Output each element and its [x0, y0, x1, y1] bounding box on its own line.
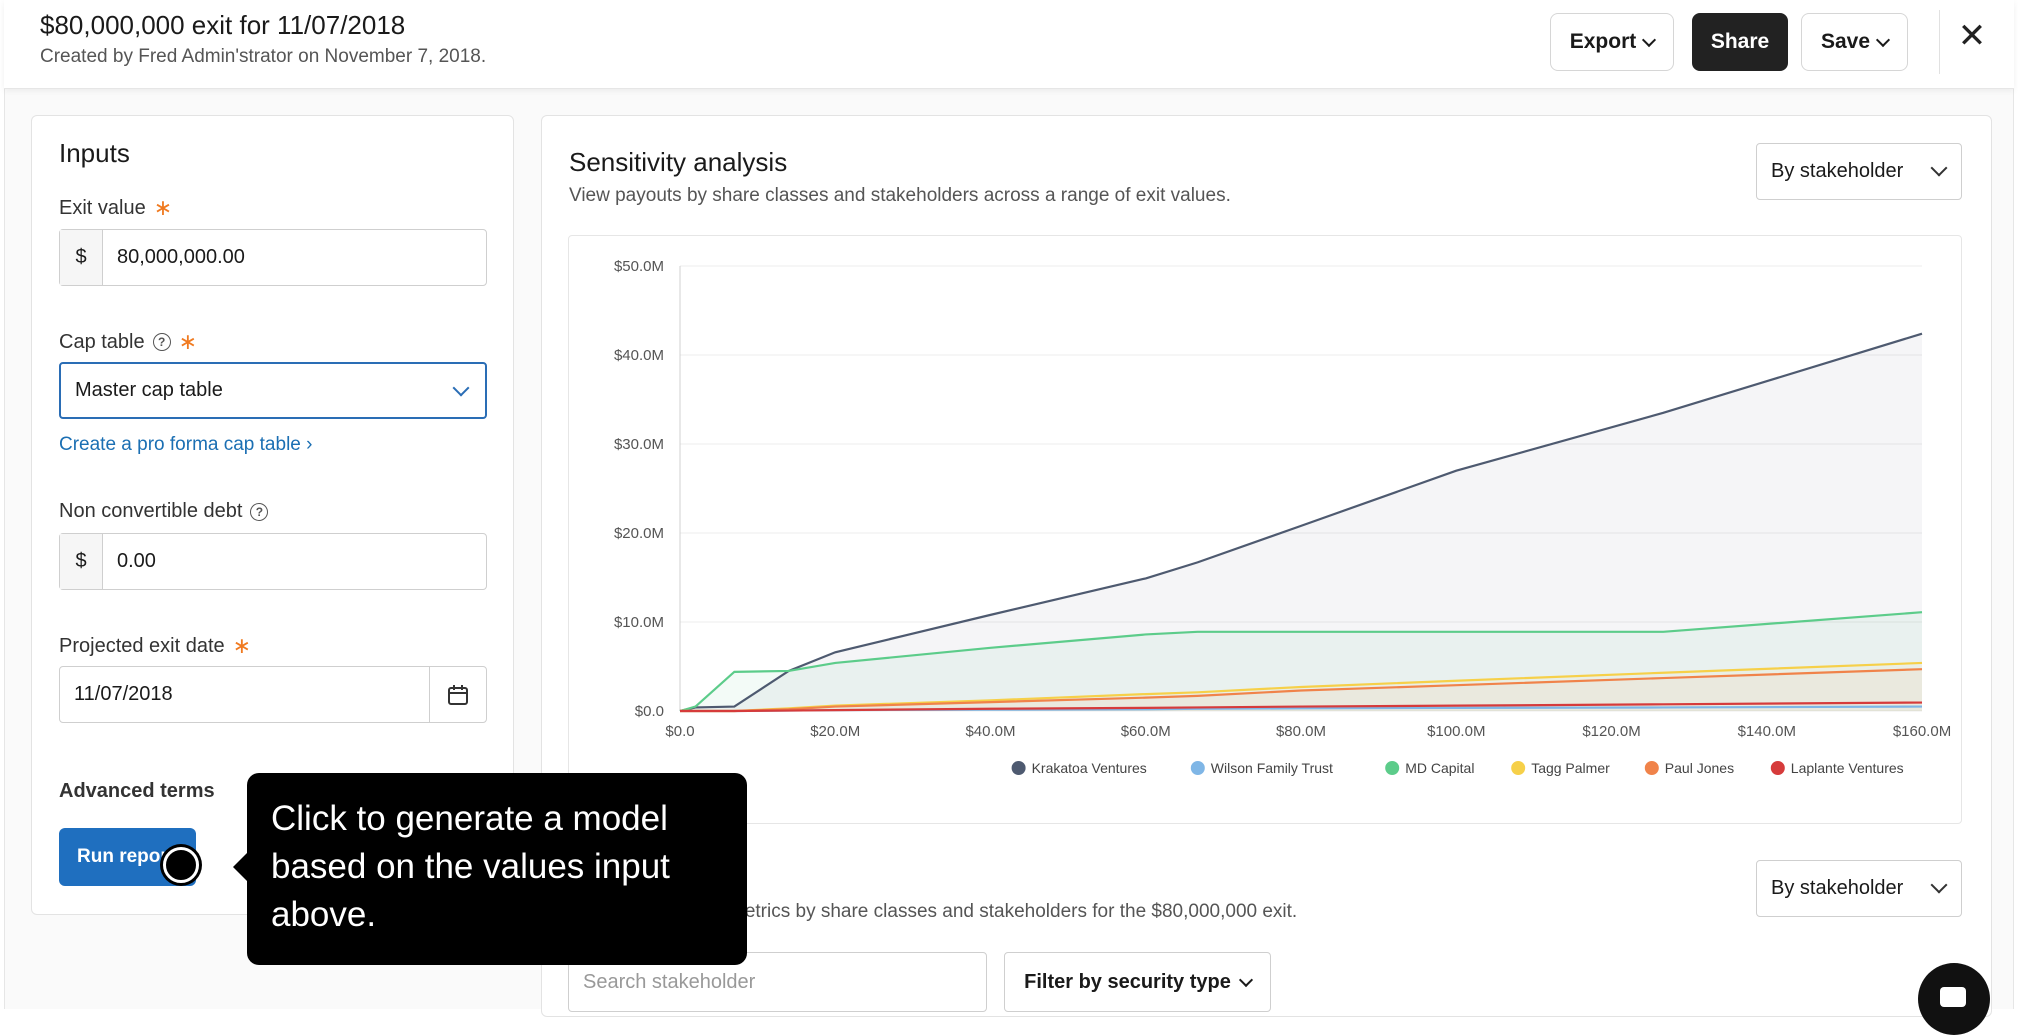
- advanced-terms[interactable]: Advanced terms: [59, 780, 215, 802]
- series-area: [680, 612, 1922, 711]
- series-area: [680, 669, 1922, 711]
- legend-marker: [1190, 761, 1205, 775]
- sensitivity-chart-container: $0.0 $10.0M $20.0M $30.0M $40.0M $50.0M $0.0 $2…: [568, 235, 1962, 824]
- currency-prefix: $: [60, 230, 103, 285]
- page-title: $80,000,000 exit for 11/07/2018: [40, 10, 406, 40]
- y-tick-label: $20.0M: [614, 525, 664, 542]
- chevron-down-icon: [1238, 972, 1253, 987]
- cap-table-label: Cap table ? ∗: [59, 329, 197, 355]
- exit-value-label-text: Exit value: [59, 196, 146, 219]
- legend-label: MD Capital: [1405, 760, 1474, 776]
- pro-forma-link[interactable]: Create a pro forma cap table ›: [59, 434, 313, 455]
- y-tick-label: $50.0M: [614, 258, 664, 275]
- save-label: Save: [1820, 30, 1871, 53]
- debt-label-text: Non convertible debt: [59, 500, 243, 522]
- x-tick-label: $40.0M: [965, 723, 1015, 740]
- x-tick-label: $160.0M: [1893, 723, 1951, 740]
- sensitivity-view-select[interactable]: By stakeholder: [1756, 143, 1962, 200]
- sensitivity-title: Sensitivity analysis: [569, 147, 788, 177]
- metrics-view-select[interactable]: By stakeholder: [1756, 860, 1962, 917]
- x-tick-label: $100.0M: [1427, 723, 1485, 740]
- required-icon: ∗: [153, 195, 173, 220]
- series-line: [680, 701, 1923, 713]
- legend-marker: [1770, 761, 1785, 775]
- debt-label: Non convertible debt ?: [59, 500, 269, 523]
- export-label: Export: [1569, 30, 1637, 53]
- exit-value-text: 80,000,000.00: [117, 246, 245, 268]
- currency-prefix: $: [60, 534, 103, 589]
- x-tick-label: $20.0M: [810, 723, 860, 740]
- x-tick-label: $60.0M: [1121, 723, 1171, 740]
- series-line: [679, 611, 1923, 713]
- y-tick-label: $0.0: [635, 703, 664, 720]
- legend-label: Paul Jones: [1665, 760, 1734, 776]
- chat-icon[interactable]: [1918, 963, 1990, 1035]
- onboarding-tooltip: Click to generate a model based on the v…: [233, 773, 747, 965]
- legend-marker: [1644, 761, 1659, 775]
- sensitivity-view-value: By stakeholder: [1771, 160, 1904, 182]
- share-button[interactable]: Share: [1692, 13, 1788, 71]
- sensitivity-description: View payouts by share classes and stakeh…: [569, 185, 1231, 206]
- cap-table-label-text: Cap table: [59, 330, 145, 353]
- exit-value-field[interactable]: $ 80,000,000.00: [59, 229, 487, 286]
- header-divider: [1939, 10, 1940, 74]
- legend-marker: [1011, 761, 1026, 775]
- debt-value-text: 0.00: [117, 550, 156, 572]
- debt-field[interactable]: $ 0.00: [59, 533, 487, 590]
- x-tick-label: $0.0: [665, 723, 694, 740]
- required-icon: ∗: [232, 633, 252, 658]
- legend-label: Wilson Family Trust: [1211, 760, 1333, 776]
- legend-label: Laplante Ventures: [1791, 760, 1904, 776]
- series-line: [679, 332, 1923, 713]
- x-tick-label: $80.0M: [1276, 723, 1326, 740]
- exit-date-label-text: Projected exit date: [59, 634, 225, 657]
- legend-label: Tagg Palmer: [1531, 760, 1610, 776]
- legend-marker: [1385, 761, 1400, 775]
- exit-value-label: Exit value ∗: [59, 195, 172, 221]
- sensitivity-chart: $0.0 $10.0M $20.0M $30.0M $40.0M $50.0M $0.0 $2…: [614, 258, 1951, 776]
- x-tick-label: $120.0M: [1582, 723, 1640, 740]
- chevron-down-icon: [1930, 159, 1948, 177]
- filter-label: Filter by security type: [1024, 970, 1231, 993]
- help-icon[interactable]: ?: [152, 333, 171, 351]
- y-tick-label: $30.0M: [614, 436, 664, 453]
- chevron-down-icon: [1875, 32, 1891, 47]
- metrics-description: metrics by share classes and stakeholder…: [729, 901, 1298, 922]
- filter-security-type-button[interactable]: Filter by security type: [1004, 952, 1271, 1012]
- metrics-view-value: By stakeholder: [1771, 877, 1904, 899]
- x-tick-label: $140.0M: [1738, 723, 1796, 740]
- exit-date-value: 11/07/2018: [74, 683, 173, 705]
- exit-date-label: Projected exit date ∗: [59, 633, 251, 659]
- calendar-icon[interactable]: [429, 667, 486, 722]
- legend-label: Krakatoa Ventures: [1032, 760, 1147, 776]
- export-button[interactable]: Export: [1550, 13, 1674, 71]
- cap-table-select[interactable]: Master cap table: [59, 362, 487, 419]
- y-tick-label: $10.0M: [614, 614, 664, 631]
- close-icon[interactable]: ✕: [1957, 17, 1987, 55]
- chevron-down-icon: [1642, 32, 1657, 47]
- required-icon: ∗: [178, 329, 198, 354]
- report-header: $80,000,000 exit for 11/07/2018 Created …: [4, 0, 2014, 89]
- help-icon[interactable]: ?: [250, 502, 269, 521]
- cap-table-value: Master cap table: [75, 379, 223, 401]
- page-subtitle: Created by Fred Admin'strator on Novembe…: [40, 46, 487, 67]
- legend-marker: [1511, 761, 1526, 775]
- share-label: Share: [1710, 30, 1770, 53]
- inputs-heading: Inputs: [59, 138, 130, 168]
- y-tick-label: $40.0M: [614, 347, 664, 364]
- chevron-down-icon: [1930, 876, 1948, 894]
- chevron-down-icon: [452, 379, 470, 397]
- exit-date-field[interactable]: 11/07/2018: [59, 666, 487, 723]
- hotspot-indicator[interactable]: [163, 847, 199, 883]
- save-button[interactable]: Save: [1801, 13, 1908, 71]
